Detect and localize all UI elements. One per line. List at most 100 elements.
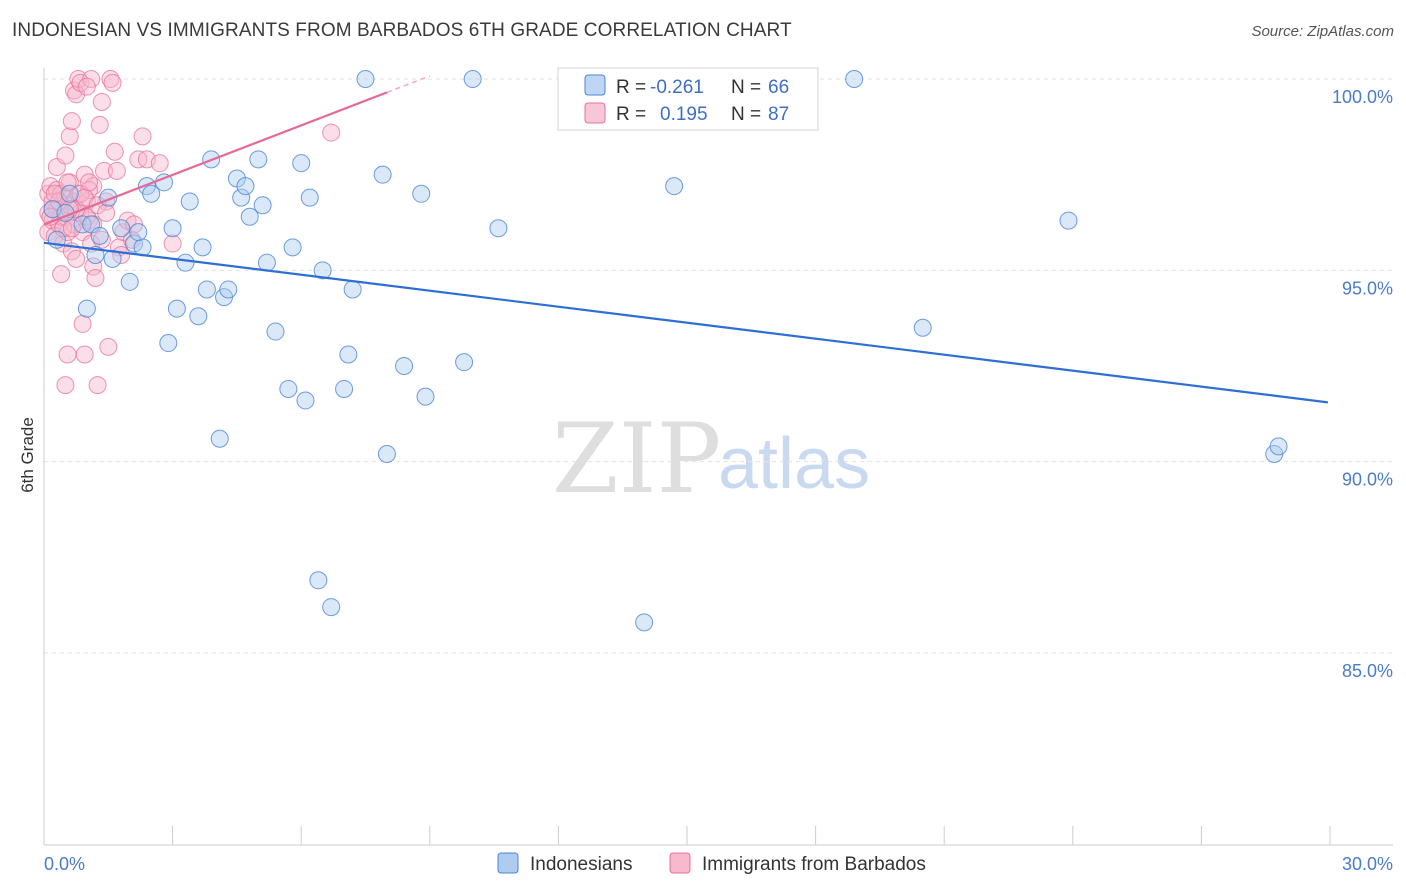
y-axis-label: 6th Grade bbox=[18, 417, 37, 493]
indonesian-point bbox=[112, 219, 131, 238]
watermark-zip: ZIP bbox=[552, 403, 721, 515]
barbados-point bbox=[322, 123, 341, 142]
barbados-point bbox=[103, 73, 122, 92]
legend-swatch-pink bbox=[584, 102, 606, 124]
y-tick-label: 95.0% bbox=[1342, 278, 1393, 298]
indonesian-point bbox=[129, 223, 148, 242]
trend-line-barbados-extension bbox=[386, 75, 431, 94]
barbados-point bbox=[56, 146, 75, 165]
barbados-point bbox=[80, 173, 99, 192]
barbados-point bbox=[62, 219, 81, 238]
indonesian-point bbox=[665, 177, 684, 196]
barbados-point bbox=[86, 268, 105, 287]
trend-line-barbados bbox=[43, 91, 388, 226]
indonesian-point bbox=[412, 184, 431, 203]
legend-n-label-2: N = bbox=[731, 104, 761, 125]
indonesian-point bbox=[845, 70, 864, 88]
indonesian-point bbox=[210, 429, 229, 448]
barbados-point bbox=[67, 85, 86, 104]
indonesian-point bbox=[489, 219, 508, 238]
bottom-legend: Indonesians Immigrants from Barbados bbox=[497, 852, 926, 875]
barbados-point bbox=[62, 112, 81, 131]
legend-r-value-2: 0.195 bbox=[660, 104, 708, 125]
gridlines bbox=[44, 78, 1393, 654]
indonesian-point bbox=[322, 598, 341, 617]
indonesian-point bbox=[635, 613, 654, 632]
indonesian-point bbox=[356, 70, 375, 88]
barbados-point bbox=[105, 142, 124, 161]
indonesian-point bbox=[913, 318, 932, 337]
barbados-point bbox=[67, 249, 86, 268]
barbados-point bbox=[73, 314, 92, 333]
indonesian-point bbox=[219, 280, 238, 299]
indonesian-point bbox=[335, 379, 354, 398]
barbados-point bbox=[92, 92, 111, 111]
x-tick-min: 0.0% bbox=[44, 854, 85, 874]
bottom-legend-swatch-blue bbox=[497, 852, 519, 874]
indonesian-point bbox=[1059, 211, 1078, 230]
y-tick-label: 90.0% bbox=[1342, 470, 1393, 490]
indonesian-point bbox=[257, 253, 276, 272]
indonesian-point bbox=[193, 238, 212, 257]
indonesian-point bbox=[395, 357, 414, 375]
indonesian-point bbox=[283, 238, 302, 257]
indonesian-point bbox=[373, 165, 392, 184]
series-indonesians-points bbox=[43, 70, 1288, 632]
y-tick-labels: 85.0% 90.0% 95.0% 100.0% bbox=[1332, 87, 1393, 681]
indonesian-point bbox=[416, 387, 435, 406]
barbados-point bbox=[150, 154, 169, 173]
indonesian-point bbox=[377, 445, 396, 464]
indonesian-point bbox=[253, 196, 272, 215]
trend-line-indonesians bbox=[43, 241, 1328, 404]
legend-box: R = -0.261 N = 66 R = 0.195 N = 87 bbox=[557, 67, 819, 131]
bottom-legend-swatch-pink bbox=[669, 852, 691, 874]
indonesian-point bbox=[142, 184, 161, 203]
legend-n-label-1: N = bbox=[731, 77, 761, 98]
barbados-point bbox=[58, 345, 77, 364]
bottom-legend-indonesians: Indonesians bbox=[530, 854, 632, 875]
watermark-atlas: atlas bbox=[718, 424, 870, 504]
barbados-point bbox=[45, 184, 64, 203]
y-tick-label: 100.0% bbox=[1332, 87, 1393, 107]
barbados-point bbox=[75, 345, 94, 364]
barbados-point bbox=[99, 337, 118, 356]
indonesian-point bbox=[176, 253, 195, 272]
legend-r-label-1: R = bbox=[616, 77, 646, 98]
barbados-point bbox=[133, 127, 152, 146]
bottom-legend-barbados: Immigrants from Barbados bbox=[702, 854, 926, 875]
barbados-point bbox=[52, 265, 71, 284]
indonesian-point bbox=[90, 226, 109, 245]
indonesian-point bbox=[163, 219, 182, 238]
indonesian-point bbox=[279, 379, 298, 398]
trend-lines bbox=[43, 75, 1328, 404]
indonesian-point bbox=[125, 234, 144, 253]
indonesian-point bbox=[455, 353, 474, 372]
indonesian-point bbox=[159, 334, 178, 353]
legend-r-label-2: R = bbox=[616, 104, 646, 125]
indonesian-point bbox=[309, 571, 328, 590]
barbados-point bbox=[97, 203, 116, 222]
axes bbox=[43, 68, 1393, 846]
barbados-point bbox=[107, 161, 126, 180]
barbados-point bbox=[58, 173, 77, 192]
indonesian-point bbox=[1269, 437, 1288, 456]
indonesian-point bbox=[77, 299, 96, 318]
indonesian-point bbox=[189, 307, 208, 326]
chart-title: INDONESIAN VS IMMIGRANTS FROM BARBADOS 6… bbox=[12, 20, 792, 41]
indonesian-point bbox=[180, 192, 199, 211]
barbados-point bbox=[163, 234, 182, 253]
y-tick-label: 85.0% bbox=[1342, 661, 1393, 681]
indonesian-point bbox=[463, 70, 482, 88]
legend-n-value-1: 66 bbox=[768, 77, 789, 98]
barbados-point bbox=[60, 127, 79, 146]
barbados-point bbox=[95, 161, 114, 180]
indonesian-point bbox=[120, 272, 139, 291]
indonesian-point bbox=[300, 188, 319, 207]
indonesian-point bbox=[167, 299, 186, 318]
indonesian-point bbox=[313, 261, 332, 280]
indonesian-point bbox=[339, 345, 358, 364]
barbados-point bbox=[88, 376, 107, 395]
barbados-point bbox=[84, 257, 103, 276]
indonesian-point bbox=[240, 207, 259, 226]
indonesian-point bbox=[249, 150, 268, 169]
